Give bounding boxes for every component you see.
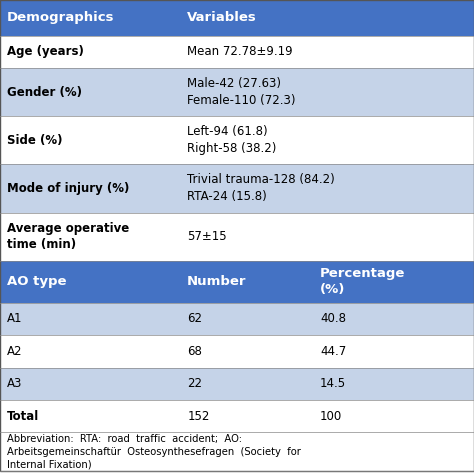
FancyBboxPatch shape — [0, 0, 180, 36]
FancyBboxPatch shape — [0, 302, 180, 335]
Text: Male-42 (27.63)
Female-110 (72.3): Male-42 (27.63) Female-110 (72.3) — [187, 77, 296, 107]
Text: 68: 68 — [187, 345, 202, 358]
Text: Abbreviation:  RTA:  road  traffic  accident;  AO:
Arbeitsgemeinschaftür  Osteos: Abbreviation: RTA: road traffic accident… — [7, 434, 301, 470]
Text: Side (%): Side (%) — [7, 134, 63, 147]
FancyBboxPatch shape — [313, 261, 474, 302]
Text: Percentage
(%): Percentage (%) — [320, 267, 405, 296]
FancyBboxPatch shape — [0, 261, 180, 302]
FancyBboxPatch shape — [0, 68, 180, 116]
FancyBboxPatch shape — [0, 36, 180, 68]
FancyBboxPatch shape — [0, 335, 180, 367]
FancyBboxPatch shape — [180, 164, 474, 212]
FancyBboxPatch shape — [180, 335, 313, 367]
FancyBboxPatch shape — [313, 302, 474, 335]
FancyBboxPatch shape — [313, 400, 474, 432]
Text: A3: A3 — [7, 377, 22, 390]
Text: A2: A2 — [7, 345, 23, 358]
FancyBboxPatch shape — [180, 302, 313, 335]
FancyBboxPatch shape — [180, 116, 474, 164]
Text: 62: 62 — [187, 312, 202, 325]
Text: 57±15: 57±15 — [187, 230, 227, 243]
Text: Age (years): Age (years) — [7, 46, 84, 58]
FancyBboxPatch shape — [0, 164, 180, 212]
FancyBboxPatch shape — [0, 432, 474, 471]
Text: Demographics: Demographics — [7, 11, 115, 24]
FancyBboxPatch shape — [313, 335, 474, 367]
FancyBboxPatch shape — [180, 68, 474, 116]
FancyBboxPatch shape — [0, 400, 180, 432]
Text: Gender (%): Gender (%) — [7, 86, 82, 99]
FancyBboxPatch shape — [0, 367, 180, 400]
FancyBboxPatch shape — [180, 261, 313, 302]
Text: Number: Number — [187, 275, 247, 288]
FancyBboxPatch shape — [0, 212, 180, 261]
FancyBboxPatch shape — [0, 116, 180, 164]
Text: Mean 72.78±9.19: Mean 72.78±9.19 — [187, 46, 293, 58]
FancyBboxPatch shape — [180, 400, 313, 432]
Text: 22: 22 — [187, 377, 202, 390]
Text: 40.8: 40.8 — [320, 312, 346, 325]
Text: Variables: Variables — [187, 11, 257, 24]
FancyBboxPatch shape — [180, 212, 474, 261]
Text: Mode of injury (%): Mode of injury (%) — [7, 182, 129, 195]
Text: 14.5: 14.5 — [320, 377, 346, 390]
Text: Total: Total — [7, 410, 39, 423]
Text: 44.7: 44.7 — [320, 345, 346, 358]
Text: A1: A1 — [7, 312, 23, 325]
FancyBboxPatch shape — [180, 0, 474, 36]
Text: 100: 100 — [320, 410, 342, 423]
FancyBboxPatch shape — [313, 367, 474, 400]
Text: Average operative
time (min): Average operative time (min) — [7, 222, 129, 251]
FancyBboxPatch shape — [180, 367, 313, 400]
Text: Left-94 (61.8)
Right-58 (38.2): Left-94 (61.8) Right-58 (38.2) — [187, 125, 277, 155]
Text: 152: 152 — [187, 410, 210, 423]
Text: AO type: AO type — [7, 275, 67, 288]
FancyBboxPatch shape — [180, 36, 474, 68]
Text: Trivial trauma-128 (84.2)
RTA-24 (15.8): Trivial trauma-128 (84.2) RTA-24 (15.8) — [187, 173, 335, 203]
